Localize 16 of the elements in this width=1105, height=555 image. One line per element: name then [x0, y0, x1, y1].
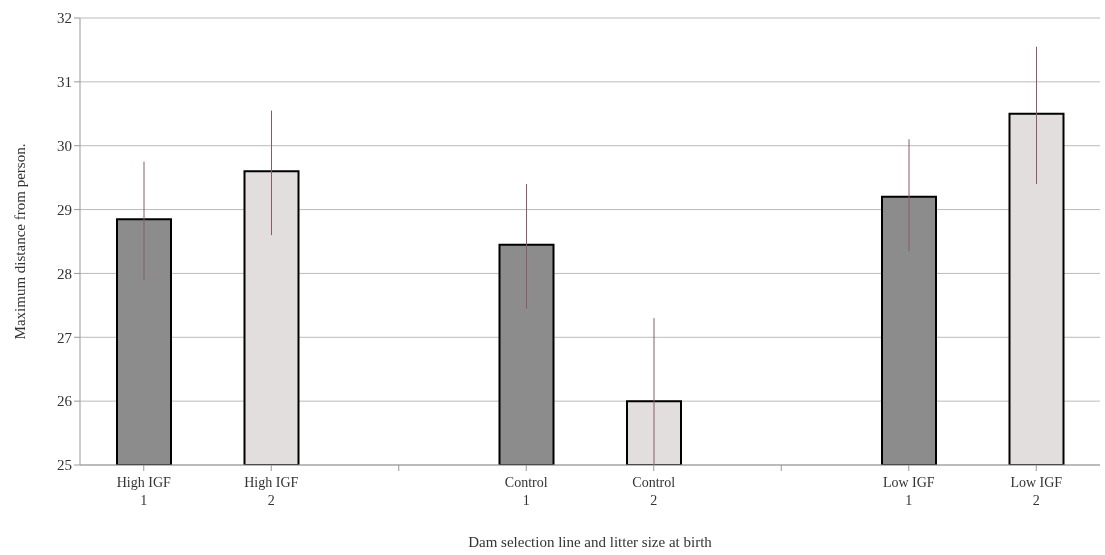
y-axis-title: Maximum distance from person.	[12, 143, 29, 340]
y-tick-label: 27	[57, 329, 73, 346]
x-tick-label: Low IGF 2	[1010, 475, 1063, 508]
x-tick-label: Control 2	[632, 475, 676, 508]
y-tick-label: 30	[57, 138, 72, 155]
y-tick-label: 31	[57, 74, 72, 91]
x-axis-title: Dam selection line and litter size at birth	[468, 534, 713, 550]
y-tick-label: 28	[57, 265, 72, 282]
x-tick-label: High IGF 1	[116, 475, 171, 508]
x-tick-label: Low IGF 1	[882, 475, 935, 508]
y-tick-label: 26	[57, 393, 73, 410]
x-tick-label: Control 1	[504, 475, 548, 508]
y-tick-label: 25	[57, 457, 72, 474]
x-tick-label: High IGF 2	[244, 475, 299, 508]
y-tick-label: 29	[57, 201, 72, 218]
y-tick-label: 32	[57, 10, 72, 27]
